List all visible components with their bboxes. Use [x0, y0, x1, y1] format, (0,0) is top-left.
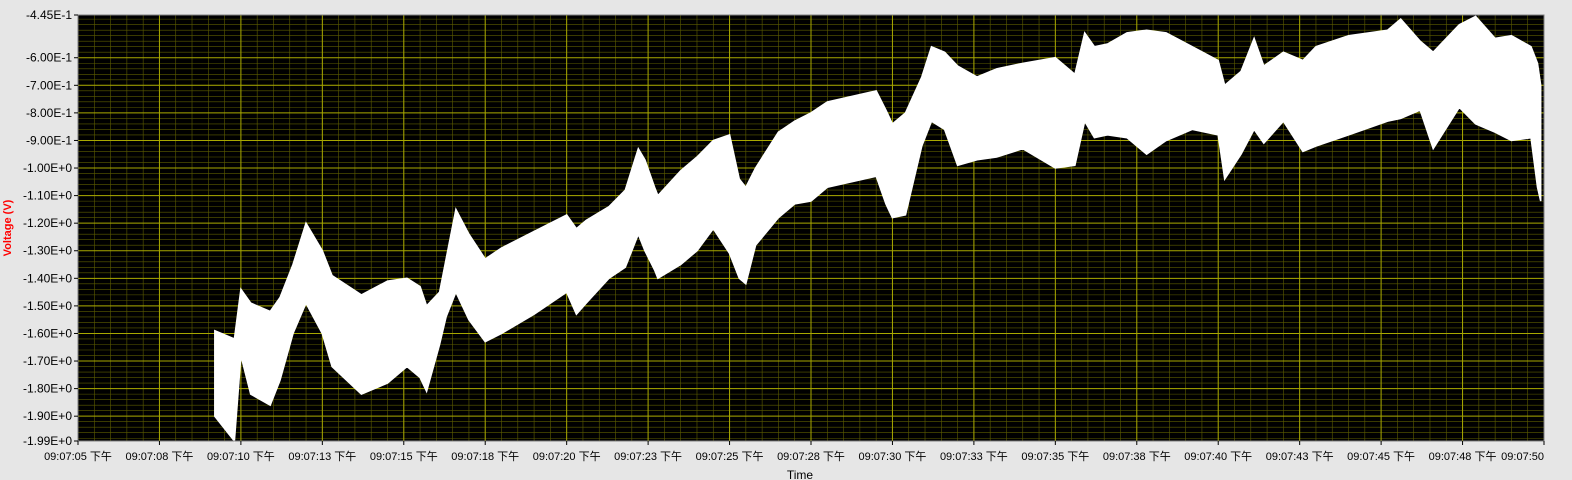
y-tick-label: -9.00E-1 — [26, 133, 72, 147]
y-tick-label: -1.99E+0 — [23, 434, 72, 448]
x-tick-label: 09:07:05 下午 — [44, 450, 112, 463]
voltage-signal-band — [214, 15, 1542, 443]
x-tick-label: 09:07:35 下午 — [1021, 450, 1089, 463]
y-tick-label: -1.30E+0 — [23, 244, 72, 258]
y-axis: -4.45E-1 -6.00E-1 -7.00E-1 -8.00E-1 -9.00E-1… — [23, 8, 78, 448]
x-tick-label: 09:07:20 下午 — [533, 450, 601, 463]
y-tick-label: -7.00E-1 — [26, 78, 72, 92]
y-tick-label: -1.00E+0 — [23, 161, 72, 175]
y-axis-label: Voltage (V) — [2, 199, 14, 256]
x-axis-label: Time — [787, 468, 814, 480]
x-tick-label: 09:07:48 下午 — [1429, 450, 1497, 463]
y-tick-label: -6.00E-1 — [26, 51, 72, 65]
x-tick-label: 09:07:38 下午 — [1103, 450, 1171, 463]
x-tick-label: 09:07:18 下午 — [451, 450, 519, 463]
x-tick-label: 09:07:50 — [1501, 451, 1544, 463]
x-tick-label: 09:07:30 下午 — [859, 450, 927, 463]
x-tick-label: 09:07:43 下午 — [1266, 450, 1334, 463]
x-tick-label: 09:07:28 下午 — [777, 450, 845, 463]
x-tick-label: 09:07:45 下午 — [1347, 450, 1415, 463]
y-tick-label: -1.50E+0 — [23, 299, 72, 313]
y-tick-label: -1.80E+0 — [23, 382, 72, 396]
y-tick-label: -1.40E+0 — [23, 271, 72, 285]
y-tick-label: -1.90E+0 — [23, 409, 72, 423]
y-tick-label: -1.10E+0 — [23, 189, 72, 203]
x-tick-label: 09:07:08 下午 — [126, 450, 194, 463]
y-tick-label: -1.60E+0 — [23, 326, 72, 340]
x-tick-label: 09:07:40 下午 — [1184, 450, 1252, 463]
y-tick-label: -1.70E+0 — [23, 354, 72, 368]
x-tick-label: 09:07:15 下午 — [370, 450, 438, 463]
y-tick-label: -8.00E-1 — [26, 106, 72, 120]
x-tick-label: 09:07:23 下午 — [614, 450, 682, 463]
x-tick-label: 09:07:33 下午 — [940, 450, 1008, 463]
x-tick-label: 09:07:10 下午 — [207, 450, 275, 463]
x-tick-label: 09:07:25 下午 — [696, 450, 764, 463]
x-tick-label: 09:07:13 下午 — [288, 450, 356, 463]
y-tick-label: -4.45E-1 — [26, 8, 72, 22]
y-tick-label: -1.20E+0 — [23, 216, 72, 230]
x-axis: 09:07:05 下午 09:07:08 下午 09:07:10 下午 09:07:1… — [44, 441, 1545, 463]
